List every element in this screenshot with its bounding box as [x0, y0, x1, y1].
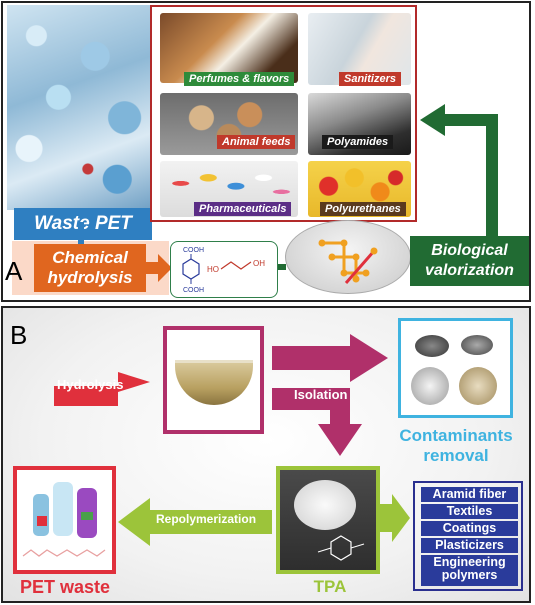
repolymerization-label: Repolymerization: [156, 512, 257, 526]
hydrolysis-label: Hydrolysis: [57, 377, 124, 392]
waste-pet-photo: [7, 5, 154, 210]
application-aramid-fiber: Aramid fiber: [421, 487, 518, 502]
applications-arrow: [378, 494, 410, 542]
application-textiles: Textiles: [421, 504, 518, 519]
red-pathway: [344, 250, 376, 284]
hydrolysis-arrow: [34, 372, 150, 466]
application-plasticizers: Plasticizers: [421, 538, 518, 553]
tpa-dish: [294, 480, 356, 530]
waste-to-hydrolysis-link: [78, 222, 84, 244]
applications-list: Aramid fiber Textiles Coatings Plasticiz…: [413, 481, 523, 591]
contaminants-box: [398, 318, 513, 418]
monomer-molecules: COOH COOH HO OH: [170, 241, 278, 298]
pharmaceuticals-tag: Pharmaceuticals: [194, 202, 292, 216]
perfumes-photo: [160, 13, 298, 83]
chemical-hydrolysis-label: Chemical hydrolysis: [34, 244, 146, 292]
cooh-bottom-text: COOH: [183, 287, 204, 294]
panel-b-label: B: [10, 320, 28, 350]
petri-dish: [285, 220, 411, 294]
products-frame: Perfumes & flavors Sanitizers Animal fee…: [150, 5, 417, 222]
ho-text: HO: [207, 265, 219, 274]
panel-a-label: A: [5, 256, 23, 286]
pet-polymer-structure: [22, 549, 106, 557]
isolation-arrow-down: [272, 388, 362, 456]
animal-feeds-tag: Animal feeds: [217, 135, 296, 149]
application-engineering-polymers: Engineering polymers: [421, 555, 518, 586]
repolymerization-arrow: [118, 498, 272, 546]
reactor-photo: [175, 360, 253, 405]
isolation-label: Isolation: [294, 387, 348, 402]
hydrolysis-reactor: [163, 326, 264, 434]
tpa-box: [276, 466, 380, 574]
oh-text: OH: [253, 259, 265, 268]
hydrolysis-arrow: [146, 254, 172, 282]
contaminant-sample-1: [415, 335, 449, 357]
contaminant-sample-2: [461, 335, 493, 355]
cooh-top-text: COOH: [183, 247, 204, 254]
application-coatings: Coatings: [421, 521, 518, 536]
tpa-molecule: [317, 535, 365, 561]
panel-a-connectors: [78, 104, 498, 282]
benzene-ring: [182, 258, 200, 280]
pet-waste-box: [13, 466, 116, 574]
contaminants-label: Contaminants removal: [399, 426, 513, 465]
molecule-structures: COOH COOH HO OH: [182, 247, 265, 294]
bio-arrow-vertical: [486, 126, 498, 236]
metabolic-network: [318, 239, 378, 284]
ethylene-glycol-chain: [220, 261, 252, 270]
tpa-label: TPA: [313, 577, 347, 596]
sanitizers-tag: Sanitizers: [339, 72, 401, 86]
polyamides-tag: Polyamides: [322, 135, 394, 149]
panel-b-arrows: [34, 334, 410, 546]
molecule-to-dish-link: [278, 264, 286, 270]
pet-bottles-illustration: [22, 482, 106, 557]
biological-valorization-label: Biological valorization: [410, 236, 529, 286]
contaminant-sample-4: [459, 367, 497, 405]
isolation-arrow-right: [272, 334, 388, 382]
polyurethanes-tag: Polyurethanes: [320, 202, 406, 216]
bio-arrow-head: [420, 104, 498, 136]
perfumes-tag: Perfumes & flavors: [184, 72, 295, 86]
contaminant-sample-3: [411, 367, 449, 405]
pet-waste-label: PET waste: [19, 577, 111, 597]
